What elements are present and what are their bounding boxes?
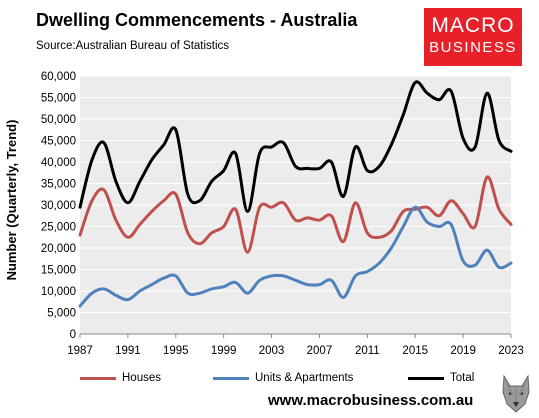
series-line-houses — [78, 175, 513, 254]
y-tick-label: 50,000 — [41, 114, 76, 126]
y-tick-label: 35,000 — [41, 179, 76, 191]
y-tick-label: 55,000 — [41, 93, 76, 105]
x-tick-label: 1991 — [115, 345, 141, 357]
x-tick-label: 2007 — [307, 345, 333, 357]
wolf-icon — [502, 374, 530, 413]
legend-item-units: Units & Apartments — [213, 372, 353, 384]
legend-swatch-units — [213, 376, 249, 380]
chart-title: Dwelling Commencements - Australia — [36, 10, 358, 30]
y-tick-label: 60,000 — [41, 71, 76, 83]
y-tick-label: 0 — [70, 329, 76, 341]
chart-source: Source:Australian Bureau of Statistics — [36, 40, 230, 52]
legend-label-houses: Houses — [122, 372, 161, 384]
series-line-units-apartments — [78, 205, 513, 308]
y-tick-label: 30,000 — [41, 200, 76, 212]
y-tick-label: 5,000 — [47, 308, 76, 320]
legend-item-total: Total — [408, 372, 474, 384]
x-tick-label: 1999 — [211, 345, 237, 357]
legend-swatch-houses — [80, 376, 116, 380]
x-tick-label: 2011 — [355, 345, 380, 357]
x-tick-label: 2019 — [450, 345, 476, 357]
logo-line-1: MACRO — [431, 14, 515, 37]
legend-item-houses: Houses — [80, 372, 161, 384]
y-tick-label: 25,000 — [41, 222, 76, 234]
x-tick-label: 2015 — [402, 345, 428, 357]
x-tick-label: 1995 — [163, 345, 189, 357]
series-line-total — [78, 80, 513, 213]
y-tick-label: 15,000 — [41, 265, 76, 277]
macrobusiness-logo: MACRO BUSINESS — [424, 8, 522, 66]
x-tick-label: 2003 — [259, 345, 285, 357]
x-tick-label: 1987 — [67, 345, 93, 357]
y-tick-label: 20,000 — [41, 243, 76, 255]
legend-swatch-total — [408, 376, 444, 380]
website-footer: www.macrobusiness.com.au — [268, 392, 474, 409]
logo-line-2: BUSINESS — [429, 39, 517, 56]
y-tick-label: 40,000 — [41, 157, 76, 169]
y-tick-label: 10,000 — [41, 286, 76, 298]
y-tick-label: 45,000 — [41, 136, 76, 148]
legend-label-total: Total — [450, 372, 475, 384]
legend-label-units: Units & Apartments — [255, 372, 354, 384]
x-tick-label: 2023 — [498, 345, 524, 357]
